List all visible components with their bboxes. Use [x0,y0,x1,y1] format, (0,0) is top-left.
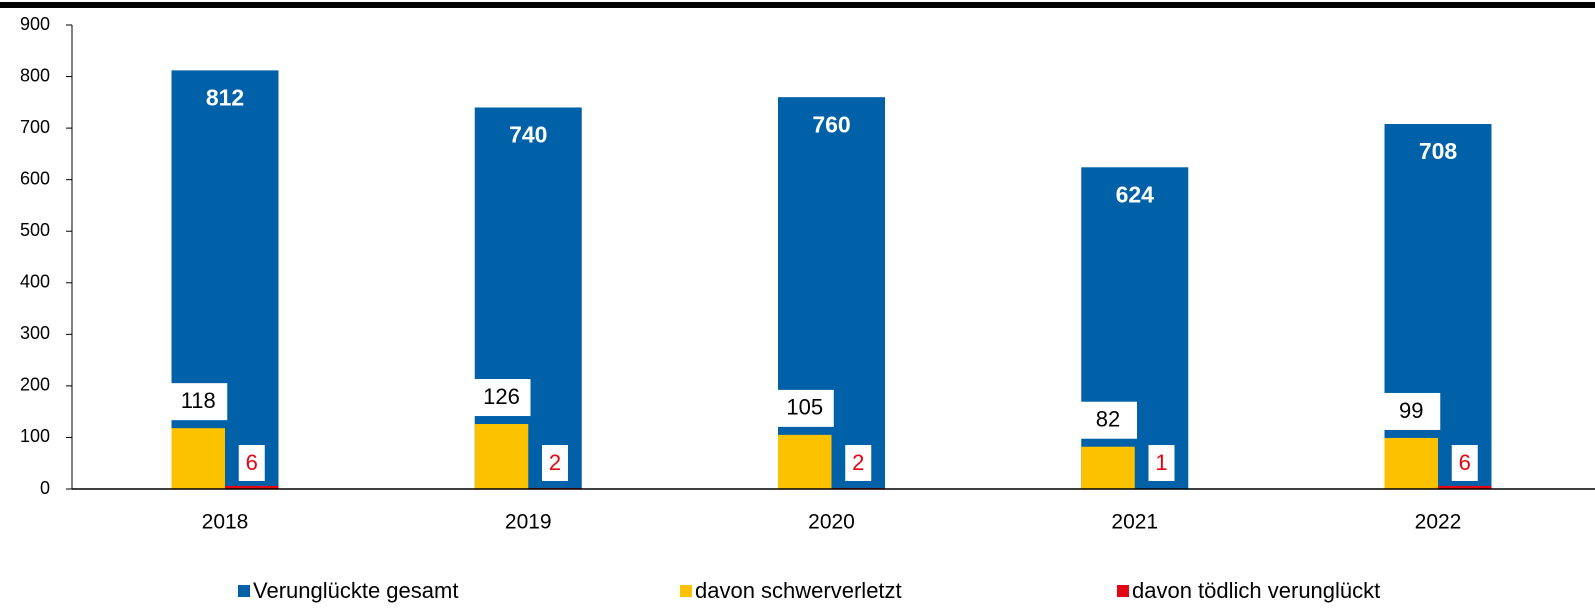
bar [225,485,279,489]
legend-swatch [1117,585,1129,597]
y-tick-label: 400 [20,272,50,292]
label-box [472,379,531,417]
bar [474,424,529,489]
value-label: 105 [786,395,823,420]
value-label: 624 [1116,181,1155,207]
value-label: 2 [549,450,561,475]
bar [171,428,225,489]
label-box [775,389,834,427]
y-tick-label: 0 [40,478,50,498]
bar [1384,437,1438,489]
value-label: 6 [1459,450,1471,475]
bar [778,434,832,489]
value-label: 6 [246,450,258,475]
x-tick-label: 2019 [505,511,552,534]
bar [1081,167,1189,489]
y-tick-label: 700 [20,117,50,137]
value-label: 812 [206,84,244,110]
bar [171,70,279,489]
x-tick-label: 2022 [1415,511,1462,534]
value-label: 82 [1096,407,1120,432]
legend-label: davon schwerverletzt [695,578,902,603]
y-tick-label: 200 [20,375,50,395]
legend-swatch [680,585,692,597]
x-tick-label: 2018 [202,511,249,534]
label-box [542,445,568,481]
legend-swatch [238,585,250,597]
value-label: 740 [509,122,547,148]
label-box [1451,445,1478,481]
value-label: 118 [181,388,216,413]
label-box [1079,401,1137,439]
value-label: 760 [812,111,850,137]
bar [1384,123,1492,489]
x-tick-label: 2021 [1111,511,1158,534]
legend-label: davon tödlich verunglückt [1132,578,1380,603]
value-label: 99 [1399,398,1423,423]
value-label: 1 [1155,450,1167,475]
label-box [238,445,265,481]
label-box [169,383,228,421]
value-label: 708 [1419,138,1458,164]
y-tick-label: 600 [20,168,50,188]
legend-label: Verunglückte gesamt [253,578,458,603]
label-box [845,445,872,481]
y-tick-label: 500 [20,220,50,240]
y-tick-label: 800 [20,65,50,85]
value-label: 2 [852,450,864,475]
label-box [1148,445,1175,481]
bar [1081,446,1135,489]
x-tick-label: 2020 [808,511,855,534]
y-tick-label: 100 [20,426,50,446]
y-tick-label: 300 [20,323,50,343]
label-box [1382,392,1441,430]
value-label: 126 [483,384,520,409]
top-rule [0,2,1595,8]
bar [778,97,885,489]
y-tick-label: 900 [20,14,50,34]
bar [1438,485,1492,489]
